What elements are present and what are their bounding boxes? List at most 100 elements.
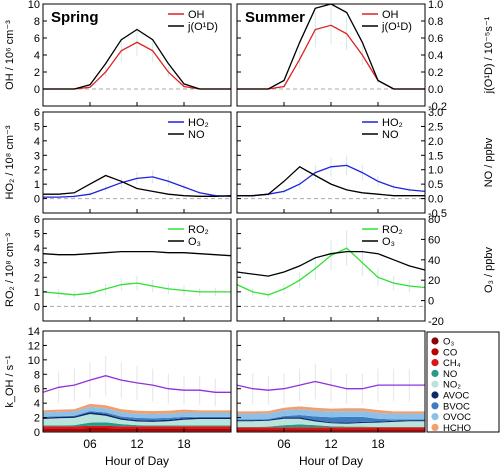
stack-legend-label: NO (443, 369, 457, 380)
stack-area-hcho (237, 406, 425, 414)
y-tick-label: 0 (34, 194, 40, 206)
stack-area-ch4 (43, 425, 231, 429)
y-tick-label-right: 3.0 (428, 107, 443, 119)
series-no (43, 174, 231, 197)
panel-ro2-spring (43, 250, 231, 307)
y-tick-label: 2 (34, 165, 40, 177)
y-tick-label-right: 20 (428, 275, 440, 287)
legend-label: j(O¹D) (187, 21, 218, 33)
y-tick-label: 2 (34, 413, 40, 425)
series-o3 (237, 250, 425, 277)
y-tick-label-right: 2.5 (428, 121, 443, 133)
y-tick-label-right: 0.4 (428, 50, 443, 62)
stack-area-bvoc (237, 415, 425, 423)
y-tick-label: 6 (34, 33, 40, 45)
y-axis-label-right: NO / ppbv (483, 137, 495, 187)
stack-legend-label: CO (443, 347, 457, 358)
y-tick-label: 10 (28, 0, 40, 11)
series-o3 (43, 250, 231, 257)
y-axis-label-left: k_OH / s⁻¹ (4, 355, 16, 408)
legend-label: OH (188, 9, 205, 21)
y-tick-label-right: 0 (428, 296, 434, 308)
y-tick-label: 10 (28, 355, 40, 367)
y-tick-label-right: 2.0 (428, 136, 443, 148)
y-axis-label-left: HO₂ / 10⁸ cm⁻³ (4, 125, 16, 199)
legend-swatch (431, 359, 439, 367)
y-tick-label: 8 (34, 369, 40, 381)
y-axis-label-right: O₃ / ppbv (483, 246, 495, 293)
series-jo1d (43, 28, 231, 90)
y-tick-label: 5 (34, 121, 40, 133)
y-axis-label-left: RO₂ / 10⁸ cm⁻³ (4, 233, 16, 307)
x-tick-label: 18 (177, 437, 191, 451)
y-tick-label: 0 (34, 301, 40, 313)
y-tick-label: 4 (34, 398, 40, 410)
legend-label: O₃ (382, 236, 395, 248)
stack-area-ovoc (237, 409, 425, 420)
x-axis-label: Hour of Day (299, 454, 363, 468)
y-tick-label-right: -0.5 (428, 208, 447, 220)
legend-swatch (431, 413, 439, 421)
stack-area-hcho (43, 403, 231, 414)
y-tick-label: 2 (34, 67, 40, 79)
stack-legend-box (426, 331, 500, 433)
y-tick-label: 3 (34, 150, 40, 162)
series-ro2 (237, 247, 425, 296)
y-tick-label-right: -0.2 (428, 101, 447, 113)
stack-area-bvoc (43, 411, 231, 421)
y-tick-label-right: 40 (428, 255, 440, 267)
y-tick-label-right: 0.0 (428, 84, 443, 96)
series-ro2 (43, 282, 231, 296)
series-koh-measured (43, 375, 231, 393)
legend-label: NO (188, 129, 205, 141)
stack-legend-label: NO₂ (443, 380, 461, 391)
stack-area-no (237, 424, 425, 428)
y-tick-label: 4 (34, 50, 40, 62)
series-jo1d (237, 4, 425, 90)
x-tick-label: 12 (324, 437, 338, 451)
legend-label: RO₂ (188, 224, 209, 236)
y-tick-label: 4 (34, 243, 40, 255)
stack-legend-label: AVOC (443, 391, 469, 402)
x-tick-label: 06 (83, 437, 97, 451)
y-tick-label: 6 (34, 107, 40, 119)
stack-legend-label: CH₄ (443, 358, 461, 369)
stack-legend-label: HCHO (443, 423, 471, 434)
series-koh-measured (237, 380, 425, 391)
stack-area-no2 (237, 418, 425, 427)
y-tick-label-right: 60 (428, 234, 440, 246)
legend-label: HO₂ (382, 117, 403, 129)
y-tick-label-right: 0.2 (428, 67, 443, 79)
panel-oh-summer (237, 4, 425, 90)
y-tick-label: 5 (34, 229, 40, 241)
stack-legend-label: O₃ (443, 337, 454, 348)
legend-label: OH (382, 9, 399, 21)
legend-label: RO₂ (382, 224, 403, 236)
y-tick-label-right: 80 (428, 214, 440, 226)
y-tick-label: 1 (34, 179, 40, 191)
legend-label: NO (382, 129, 399, 141)
x-tick-label: 18 (371, 437, 385, 451)
column-title-summer: Summer (245, 9, 305, 26)
series-no (237, 166, 425, 197)
stack-legend-label: BVOC (443, 401, 470, 412)
y-tick-label: 8 (34, 16, 40, 28)
x-tick-label: 06 (277, 437, 291, 451)
stack-area-no2 (43, 414, 231, 426)
y-tick-label-right: 0.8 (428, 16, 443, 28)
legend-label: O₃ (188, 236, 201, 248)
panel-koh-summer (237, 363, 425, 432)
legend-swatch (431, 402, 439, 410)
y-tick-label-right: 1.0 (428, 165, 443, 177)
y-tick-label-right: -20 (428, 316, 444, 328)
legend-swatch (431, 380, 439, 388)
stack-area-avoc (237, 417, 425, 424)
y-tick-label-right: 0.0 (428, 194, 443, 206)
panel-ho2-spring (43, 170, 231, 200)
y-axis-label-right: j(O¹D) / 10⁻⁵s⁻¹ (483, 16, 495, 94)
y-tick-label: 14 (28, 326, 40, 338)
x-tick-label: 12 (130, 437, 144, 451)
y-tick-label: 4 (34, 136, 40, 148)
panel-ro2-summer (237, 230, 425, 307)
